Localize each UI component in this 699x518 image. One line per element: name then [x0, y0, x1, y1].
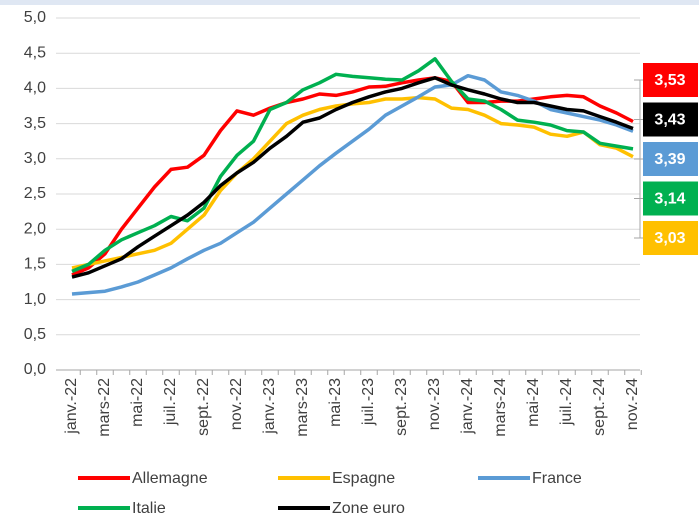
- end-label-text: 3,39: [654, 151, 685, 168]
- end-label: 3,03: [643, 221, 698, 255]
- x-tick-label: nov.-23: [426, 378, 443, 430]
- x-tick-label: juil.-24: [558, 378, 575, 426]
- legend-label: France: [532, 470, 582, 487]
- series-line: [71, 76, 634, 279]
- end-label-text: 3,03: [654, 230, 685, 247]
- end-label: 3,53: [643, 63, 698, 97]
- y-tick-label: 1,0: [24, 291, 46, 308]
- x-tick-label: janv.-22: [63, 378, 80, 435]
- y-tick-label: 0,0: [24, 361, 46, 378]
- top-band: [0, 0, 699, 5]
- legend-label: Espagne: [332, 470, 395, 487]
- x-tick-label: mai-24: [525, 378, 542, 427]
- end-label-box: [643, 221, 698, 255]
- x-tick-label: sept.-22: [195, 378, 212, 436]
- y-tick-label: 0,5: [24, 326, 46, 343]
- y-tick-label: 5,0: [24, 9, 46, 26]
- x-tick-label: sept.-24: [591, 378, 608, 436]
- x-tick-label: mars-23: [294, 378, 311, 437]
- end-label-box: [643, 102, 698, 137]
- end-label-text: 3,43: [654, 112, 685, 129]
- x-tick-label: mai-22: [129, 378, 146, 427]
- y-tick-label: 2,0: [24, 220, 46, 237]
- legend-label: Zone euro: [332, 500, 405, 517]
- series-line: [71, 76, 634, 277]
- x-tick-label: sept.-23: [393, 378, 410, 436]
- y-tick-label: 4,0: [24, 80, 46, 97]
- x-tick-label: nov.-22: [228, 378, 245, 430]
- y-tick-label: 1,5: [24, 256, 46, 273]
- end-label-box: [643, 63, 698, 97]
- end-label-box: [643, 142, 698, 176]
- x-tick-label: juil.-22: [162, 378, 179, 426]
- x-tick-label: mars-22: [96, 378, 113, 437]
- y-tick-label: 2,5: [24, 185, 46, 202]
- end-label-text: 3,53: [654, 72, 685, 89]
- x-tick-label: mai-23: [327, 378, 344, 427]
- legend-label: Allemagne: [132, 470, 208, 487]
- x-tick-label: mars-24: [492, 378, 509, 437]
- end-label: 3,43: [643, 102, 698, 137]
- y-tick-label: 3,5: [24, 115, 46, 132]
- y-tick-label: 4,5: [24, 44, 46, 61]
- end-label-text: 3,14: [654, 191, 685, 208]
- x-tick-label: nov.-24: [624, 378, 641, 430]
- series-line: [71, 57, 634, 274]
- x-tick-label: janv.-24: [459, 378, 476, 435]
- y-tick-label: 3,0: [24, 150, 46, 167]
- legend-label: Italie: [132, 500, 166, 517]
- end-label: 3,14: [643, 181, 698, 216]
- x-tick-label: juil.-23: [360, 378, 377, 426]
- end-label-box: [643, 181, 698, 216]
- end-label: 3,39: [643, 142, 698, 176]
- x-tick-label: janv.-23: [261, 378, 278, 435]
